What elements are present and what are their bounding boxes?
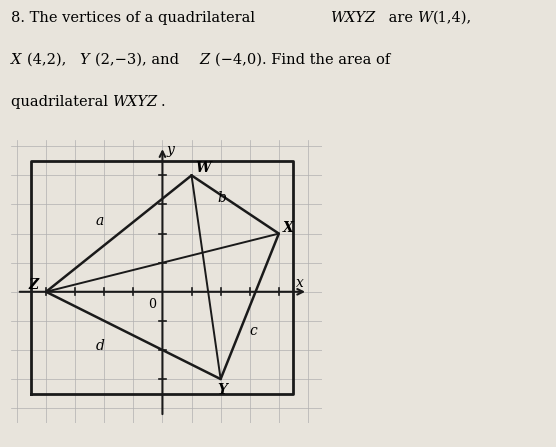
Text: .: . — [161, 95, 166, 109]
Text: 8. The vertices of a quadrilateral: 8. The vertices of a quadrilateral — [11, 11, 260, 25]
Text: quadrilateral: quadrilateral — [11, 95, 113, 109]
Text: WXYZ: WXYZ — [112, 95, 157, 109]
Text: Z: Z — [199, 53, 209, 67]
Text: WXYZ: WXYZ — [330, 11, 375, 25]
Text: x: x — [296, 276, 304, 291]
Text: X: X — [11, 53, 21, 67]
Text: (2,−3), and: (2,−3), and — [96, 53, 184, 67]
Text: c: c — [250, 325, 257, 338]
Text: Z: Z — [28, 278, 39, 292]
Text: y: y — [167, 143, 175, 156]
Text: (1,4),: (1,4), — [433, 11, 473, 25]
Text: (−4,0). Find the area of: (−4,0). Find the area of — [215, 53, 390, 67]
Text: b: b — [218, 190, 227, 205]
Text: a: a — [96, 214, 104, 228]
Text: X: X — [282, 221, 293, 235]
Text: are: are — [384, 11, 418, 25]
Text: Y: Y — [218, 383, 227, 396]
Text: W: W — [417, 11, 432, 25]
Text: (4,2),: (4,2), — [27, 53, 71, 67]
Text: d: d — [96, 339, 105, 353]
Text: Y: Y — [79, 53, 89, 67]
Text: W: W — [195, 161, 211, 176]
Text: 0: 0 — [148, 298, 156, 311]
